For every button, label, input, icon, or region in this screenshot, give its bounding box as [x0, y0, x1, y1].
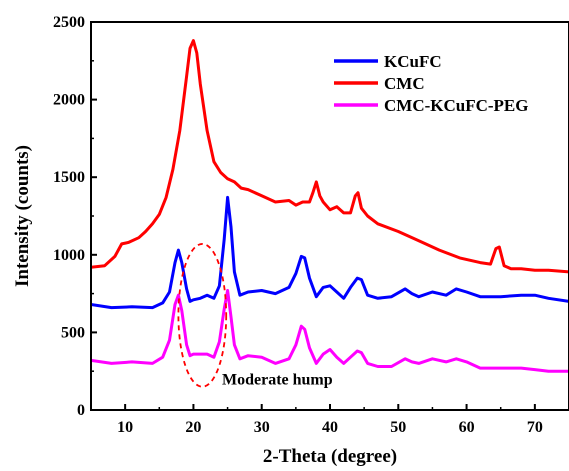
annotation-layer: Moderate hump	[177, 243, 333, 389]
annotation-label: Moderate hump	[222, 372, 333, 389]
annotation-ellipse	[177, 243, 228, 388]
series-line-cmc	[91, 39, 569, 274]
y-axis-title: Intensity (counts)	[12, 145, 33, 287]
y-tick-label: 500	[61, 324, 85, 341]
y-tick-label: 0	[77, 402, 85, 419]
x-tick-label: 30	[254, 419, 270, 436]
y-tick-label: 1500	[53, 169, 85, 186]
series-line-cmc-kcufc-peg	[91, 289, 569, 373]
x-tick-label: 60	[459, 419, 475, 436]
y-tick-label: 2500	[53, 14, 85, 31]
legend-label-cmc: CMC	[384, 74, 425, 93]
x-tick-label: 50	[390, 419, 406, 436]
y-tick-label: 2000	[53, 92, 85, 109]
legend-label-cmc-kcufc-peg: CMC-KCuFC-PEG	[384, 96, 528, 115]
series-layer	[91, 39, 569, 373]
x-tick-label: 40	[322, 419, 338, 436]
plot-frame	[90, 21, 569, 411]
tick-layer: 10 20 30 40 50 60 70 0 500 1000 1500 2000 2500	[53, 14, 543, 436]
legend-label-kcufc: KCuFC	[384, 52, 442, 71]
x-tick-label: 10	[117, 419, 133, 436]
y-tick-label: 1000	[53, 247, 85, 264]
series-line-kcufc	[91, 195, 569, 310]
x-tick-label: 20	[185, 419, 201, 436]
x-tick-label: 70	[527, 419, 543, 436]
legend: KCuFC CMC CMC-KCuFC-PEG	[334, 52, 528, 115]
x-axis-title: 2-Theta (degree)	[263, 446, 397, 467]
